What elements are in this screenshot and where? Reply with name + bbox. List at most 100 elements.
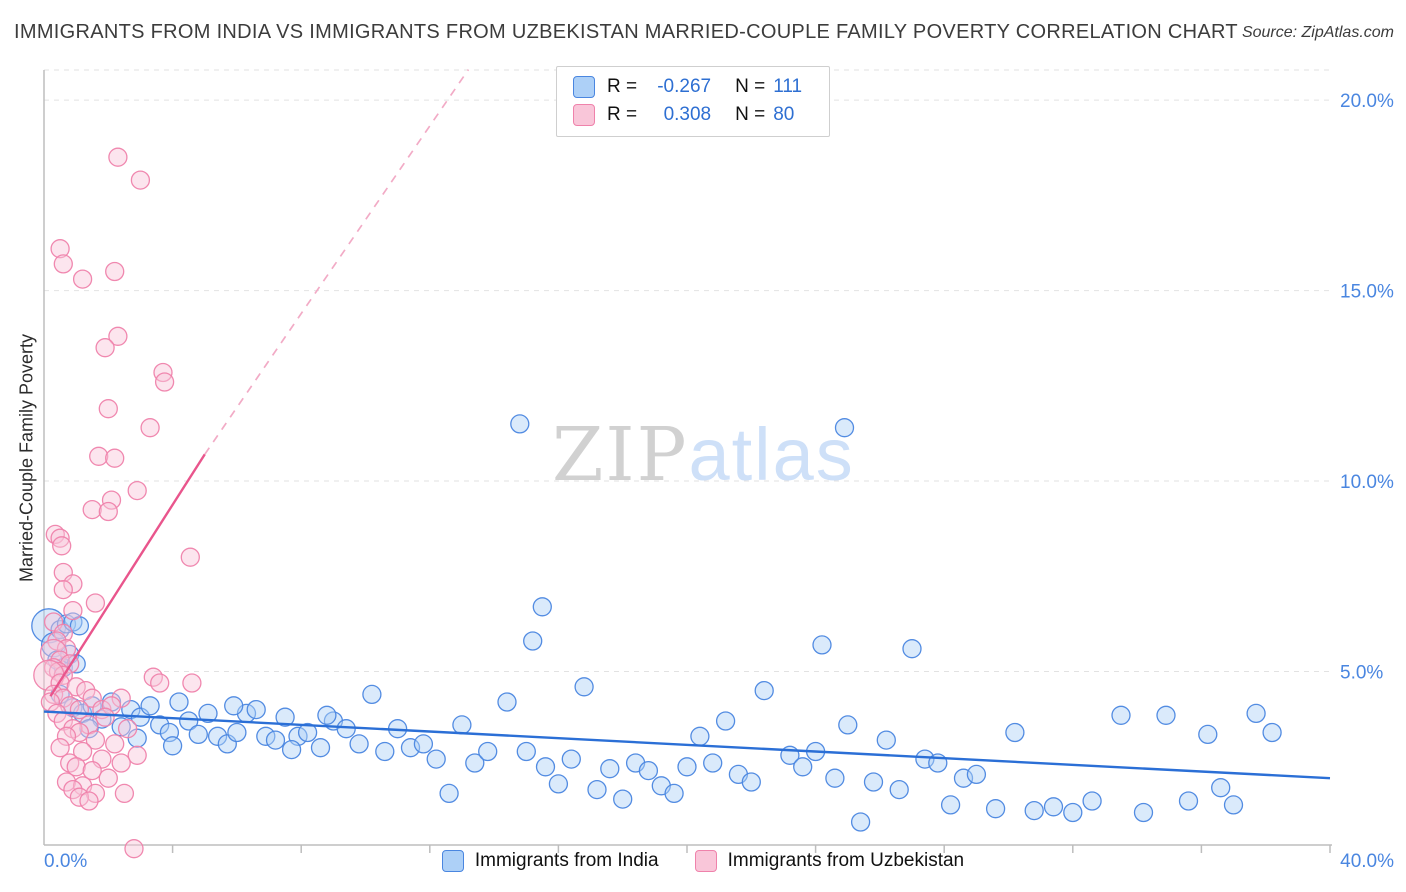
scatter-point-india [281, 739, 302, 760]
legend-item-uzbekistan: Immigrants from Uzbekistan [694, 850, 965, 872]
scatter-point-uzbekistan [82, 760, 102, 781]
scatter-point-india [1005, 722, 1025, 743]
scatter-point-india [275, 707, 295, 727]
scatter-point-uzbekistan [127, 745, 147, 765]
scatter-point-india [439, 783, 459, 804]
scatter-point-india [677, 757, 697, 777]
trendline-uzbekistan [49, 453, 206, 697]
scatter-point-india [31, 608, 67, 644]
scatter-point-uzbekistan [89, 446, 109, 466]
scatter-point-india [452, 715, 472, 735]
r-value-india: -0.267 [657, 76, 712, 97]
scatter-point-india [741, 772, 761, 792]
scatter-point-uzbekistan [56, 726, 77, 746]
scatter-point-uzbekistan [85, 730, 106, 750]
trendline-india [43, 710, 1331, 780]
scatter-point-uzbekistan [82, 499, 102, 520]
scatter-point-uzbekistan [56, 772, 77, 792]
scatter-point-india [1156, 705, 1176, 725]
scatter-point-india [478, 741, 498, 762]
scatter-point-uzbekistan [154, 372, 175, 392]
scatter-point-india [850, 812, 871, 832]
scatter-point-india [510, 414, 530, 434]
scatter-point-india [1063, 802, 1083, 823]
scatter-point-uzbekistan [98, 501, 118, 522]
watermark-atlas: atlas [688, 413, 855, 496]
scatter-point-india [1024, 800, 1044, 821]
scatter-point-uzbekistan [98, 399, 118, 419]
scatter-point-uzbekistan [76, 680, 96, 701]
scatter-point-india [1246, 703, 1266, 724]
scatter-point-india [198, 703, 218, 724]
india-swatch [573, 76, 595, 98]
scatter-point-uzbekistan [101, 490, 122, 510]
scatter-point-india [812, 635, 832, 655]
scatter-point-india [532, 597, 552, 617]
uzbekistan-legend-swatch [694, 850, 717, 872]
n-value-india: 111 [773, 76, 803, 97]
legend-row-uzbekistan: R = 0.308 N = 80 [573, 104, 813, 126]
scatter-point-india [224, 696, 244, 716]
scatter-point-india [587, 779, 607, 800]
y-tick-label: 5.0% [1340, 663, 1383, 684]
scatter-point-india [600, 759, 620, 779]
scatter-point-india [523, 631, 543, 651]
scatter-point-uzbekistan [182, 673, 202, 693]
scatter-point-india [876, 730, 896, 750]
scatter-point-uzbekistan [140, 418, 160, 438]
scatter-point-india [150, 715, 170, 735]
scatter-point-india [349, 734, 369, 754]
n-label-india: N = [735, 76, 766, 97]
scatter-point-india [754, 680, 774, 701]
n-value-uzbekistan: 80 [773, 104, 795, 125]
india-legend-label: Immigrants from India [474, 850, 659, 871]
scatter-point-india [227, 722, 247, 743]
source-attribution: Source: ZipAtlas.com [1242, 24, 1394, 42]
scatter-point-uzbekistan [111, 688, 131, 708]
scatter-point-india [966, 764, 987, 785]
scatter-point-uzbekistan [63, 600, 83, 621]
scatter-point-uzbekistan [108, 326, 128, 346]
r-label-india: R = [607, 76, 638, 97]
source-name: ZipAtlas.com [1301, 24, 1394, 41]
scatter-point-india [413, 734, 434, 754]
r-value-uzbekistan: 0.308 [663, 104, 712, 125]
scatter-point-india [207, 726, 228, 746]
scatter-point-india [140, 696, 160, 716]
scatter-point-uzbekistan [95, 707, 115, 727]
scatter-point-uzbekistan [53, 579, 73, 600]
scatter-point-uzbekistan [180, 547, 200, 567]
y-tick-label: 10.0% [1340, 472, 1394, 493]
scatter-point-india [265, 730, 286, 750]
scatter-point-india [256, 726, 276, 746]
uzbekistan-legend-label: Immigrants from Uzbekistan [727, 850, 965, 871]
scatter-point-india [1262, 722, 1282, 743]
scatter-point-india [317, 705, 337, 725]
uzbekistan-swatch [573, 104, 595, 126]
scatter-point-india [179, 711, 199, 731]
trend-extension-uzbekistan [204, 69, 470, 455]
scatter-point-india [574, 677, 594, 697]
scatter-point-india [838, 715, 858, 735]
scatter-point-india [465, 753, 485, 773]
scatter-point-uzbekistan [63, 779, 83, 800]
scatter-point-uzbekistan [108, 147, 128, 167]
scatter-point-india [169, 692, 189, 712]
scatter-point-india [1043, 797, 1064, 817]
scatter-point-india [362, 684, 382, 705]
scatter-point-uzbekistan [117, 719, 138, 739]
scatter-point-india [297, 722, 318, 743]
scatter-point-uzbekistan [50, 239, 70, 259]
scatter-point-india [1111, 705, 1131, 725]
page-title: IMMIGRANTS FROM INDIA VS IMMIGRANTS FROM… [14, 21, 1238, 43]
scatter-point-india [902, 639, 922, 659]
scatter-point-uzbekistan [130, 170, 151, 190]
scatter-point-india [188, 724, 208, 745]
scatter-point-india [889, 779, 909, 800]
scatter-point-india [162, 736, 183, 756]
scatter-point-india [638, 760, 659, 781]
scatter-point-india [426, 749, 446, 769]
scatter-point-india [985, 799, 1006, 819]
x-axis-min-label: 0.0% [44, 851, 88, 872]
scatter-point-india [690, 726, 710, 746]
